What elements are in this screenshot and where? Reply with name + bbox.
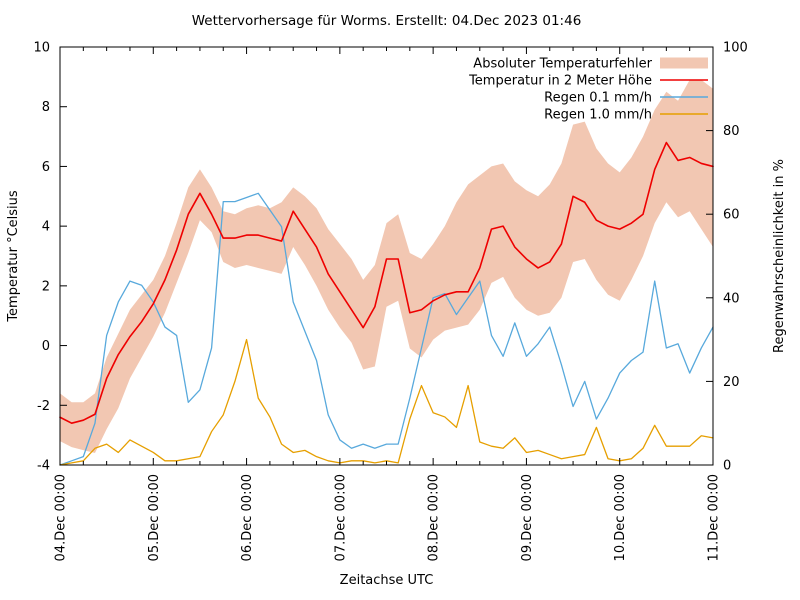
x-tick-label: 04.Dec 00:00 [54,474,69,561]
legend-label: Absoluter Temperaturfehler [473,57,652,72]
temperature-line [59,141,714,425]
temperature-error-band-area [60,79,713,454]
y-left-tick-label: -4 [37,459,50,474]
x-tick-label: 08.Dec 00:00 [427,474,442,561]
chart-title: Wettervorhersage für Worms. Erstellt: 04… [192,13,582,29]
y-axis-left-title: Temperatur °Celsius [6,190,21,323]
y-right-tick-label: 0 [723,459,731,474]
legend-label: Regen 0.1 mm/h [544,91,652,106]
x-tick-label: 09.Dec 00:00 [520,474,535,561]
y-axis-right-title: Regenwahrscheinlichkeit in % [772,159,787,353]
legend-label: Regen 1.0 mm/h [544,108,652,123]
y-left-tick-label: 4 [42,220,50,235]
temperature-error-band [60,79,713,454]
y-left-tick-label: 2 [42,279,50,294]
y-right-tick-label: 100 [723,41,748,56]
legend-band-swatch [660,57,708,69]
y-left-tick-label: 8 [42,100,50,115]
legend-label: Temperatur in 2 Meter Höhe [468,74,652,89]
x-tick-label: 07.Dec 00:00 [333,474,348,561]
x-tick-label: 11.Dec 00:00 [707,474,722,561]
axis-labels: Wettervorhersage für Worms. Erstellt: 04… [6,13,787,588]
y-right-tick-label: 80 [723,124,740,139]
y-left-tick-label: 6 [42,160,50,175]
y-right-tick-label: 60 [723,208,740,223]
x-tick-label: 05.Dec 00:00 [147,474,162,561]
Regen 1.0 mm/h [59,338,714,466]
y-left-tick-label: 10 [33,41,50,56]
y-left-tick-label: 0 [42,339,50,354]
y-right-tick-label: 40 [723,291,740,306]
Regen 0.1 mm/h [59,192,714,466]
y-left-tick-label: -2 [37,399,50,414]
x-tick-label: 10.Dec 00:00 [613,474,628,561]
x-tick-label: 06.Dec 00:00 [240,474,255,561]
axis-ticks [59,46,714,466]
rain-01-line [59,192,714,466]
legend: Absoluter Temperaturfehler Temperatur in … [468,57,708,123]
x-axis-title: Zeitachse UTC [340,573,434,588]
Temperatur in 2 Meter Höhe [59,141,714,425]
rain-10-line [59,338,714,466]
y-right-tick-label: 20 [723,375,740,390]
